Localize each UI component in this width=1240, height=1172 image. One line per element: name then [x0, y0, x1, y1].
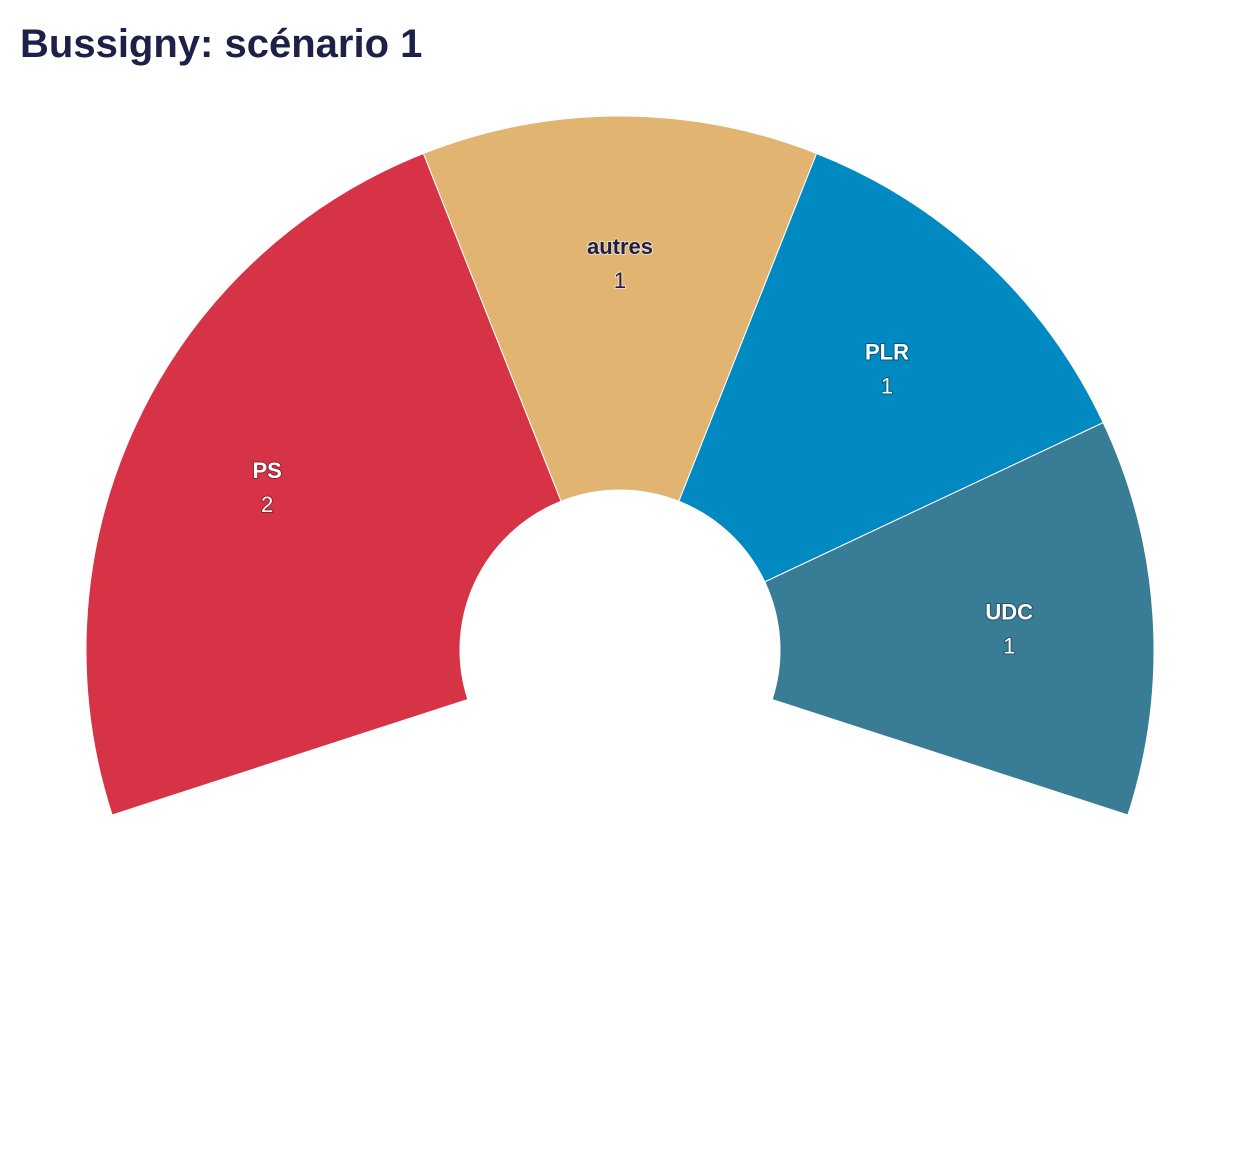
segment-autres [422, 115, 818, 502]
segment-label-autres: autres [587, 234, 653, 259]
segment-udc [764, 421, 1155, 816]
segment-value-ps: 2 [261, 492, 273, 517]
chart-segments [85, 115, 1155, 816]
segment-label-plr: PLR [865, 340, 909, 365]
segment-value-plr: 1 [881, 374, 893, 399]
chart-title: Bussigny: scénario 1 [20, 22, 423, 66]
segment-value-udc: 1 [1003, 634, 1015, 659]
segment-label-udc: UDC [985, 600, 1033, 625]
segment-label-ps: PS [252, 458, 281, 483]
chart-labels: PS 2 autres 1 PLR 1 UDC 1 [251, 233, 1034, 660]
segment-ps [85, 152, 562, 816]
segment-plr [678, 152, 1104, 583]
segment-value-autres: 1 [614, 268, 626, 293]
